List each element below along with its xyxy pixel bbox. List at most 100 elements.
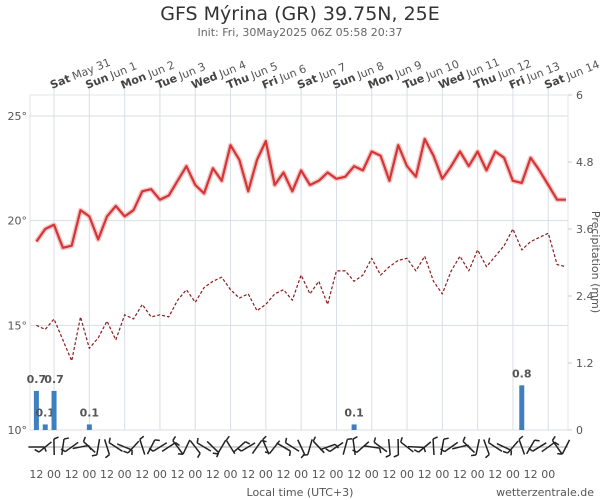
wind-barb-flag bbox=[551, 435, 556, 441]
x-tick-label: 12 bbox=[453, 468, 467, 481]
precip-label: 0.8 bbox=[512, 367, 532, 380]
x-tick-label: 00 bbox=[435, 468, 449, 481]
wind-barb bbox=[38, 441, 52, 453]
wind-barb bbox=[297, 439, 306, 455]
x-tick-label: 00 bbox=[188, 468, 202, 481]
wind-barb bbox=[189, 440, 201, 454]
wind-barb-flag bbox=[175, 441, 180, 447]
precip-label: 0.1 bbox=[35, 406, 55, 419]
wind-barb bbox=[139, 439, 146, 455]
x-tick-label: 12 bbox=[347, 468, 361, 481]
wind-barb-flag bbox=[440, 448, 446, 453]
wind-barb-flag bbox=[172, 435, 177, 441]
wind-barb-flag bbox=[245, 441, 251, 445]
wind-barb-flag bbox=[236, 447, 242, 452]
wind-barb-flag bbox=[385, 454, 391, 458]
x-tick-label: 00 bbox=[224, 468, 238, 481]
wind-barb bbox=[307, 439, 313, 455]
wind-barb bbox=[108, 441, 123, 453]
wind-barb bbox=[518, 439, 526, 455]
x-tick-label: 00 bbox=[506, 468, 520, 481]
wind-barb bbox=[251, 440, 263, 454]
wind-barb bbox=[261, 439, 270, 455]
wind-barb bbox=[285, 442, 300, 452]
wind-barb-flag bbox=[139, 435, 145, 440]
wind-barb-flag bbox=[432, 436, 438, 440]
credit: wetterzentrale.de bbox=[496, 486, 594, 499]
wind-barb-flag bbox=[352, 449, 358, 454]
wind-barb bbox=[329, 441, 344, 453]
precip-bar bbox=[351, 424, 357, 430]
wind-barb bbox=[232, 441, 246, 453]
wind-barb-flag bbox=[325, 447, 331, 453]
x-tick-label: 12 bbox=[100, 468, 114, 481]
wind-barb bbox=[418, 441, 432, 453]
x-tick-label: 12 bbox=[241, 468, 255, 481]
wind-barb bbox=[387, 438, 391, 456]
wind-barb bbox=[440, 438, 445, 456]
wind-barb bbox=[206, 440, 220, 454]
wind-barb bbox=[561, 439, 571, 455]
wind-barb-flag bbox=[518, 435, 524, 441]
wind-barb-flag bbox=[284, 437, 288, 443]
y-tick-label: 15° bbox=[8, 319, 28, 332]
wind-barb bbox=[116, 443, 133, 451]
wind-barb-flag bbox=[264, 451, 270, 455]
wind-barb-flag bbox=[393, 454, 399, 458]
temperature-line bbox=[35, 137, 566, 249]
y2-tick-label: 6 bbox=[576, 89, 583, 102]
precip-label: 0.1 bbox=[344, 406, 364, 419]
x-tick-label: 12 bbox=[524, 468, 538, 481]
wind-barb-flag bbox=[91, 454, 97, 457]
wind-barb-flag bbox=[34, 448, 40, 453]
wind-barb-flag bbox=[212, 452, 218, 455]
wind-barb-flag bbox=[53, 436, 59, 440]
day-weekday: Fri bbox=[260, 74, 280, 92]
wind-barb bbox=[161, 441, 176, 453]
plot-area bbox=[29, 94, 569, 431]
x-tick-label: 00 bbox=[47, 468, 61, 481]
wind-barb bbox=[103, 439, 111, 455]
wind-barb bbox=[496, 442, 512, 452]
wind-barb-flag bbox=[288, 450, 292, 457]
wind-barb-flag bbox=[82, 436, 87, 442]
dewpoint-line bbox=[36, 228, 567, 362]
wind-barb bbox=[96, 438, 101, 456]
wind-barb bbox=[240, 442, 256, 452]
wind-barb bbox=[452, 444, 468, 450]
wind-barb-flag bbox=[196, 437, 199, 443]
y2-tick-label: 2.4 bbox=[576, 290, 594, 303]
wind-barb bbox=[488, 442, 503, 452]
wind-barb bbox=[525, 439, 536, 455]
x-tick-label: 00 bbox=[118, 468, 132, 481]
precip-bar bbox=[86, 424, 92, 430]
wind-barb-flag bbox=[400, 437, 403, 443]
y2-axis-label: Precipitation (mm) bbox=[589, 211, 600, 313]
x-tick-label: 00 bbox=[329, 468, 343, 481]
wind-barb bbox=[182, 439, 191, 455]
wind-barb-flag bbox=[554, 441, 560, 446]
wind-barb-flag bbox=[196, 452, 201, 458]
x-tick-label: 12 bbox=[171, 468, 185, 481]
wind-barb-flag bbox=[60, 448, 66, 453]
wind-barb bbox=[356, 441, 370, 453]
wind-barb bbox=[532, 442, 547, 452]
wind-barb bbox=[407, 445, 424, 449]
wind-barb bbox=[400, 441, 414, 453]
wind-barb bbox=[475, 439, 481, 455]
x-tick-label: 12 bbox=[277, 468, 291, 481]
precip-label: 0.7 bbox=[44, 373, 64, 386]
day-date: Jun 14 bbox=[563, 58, 600, 83]
precip-bar bbox=[33, 390, 39, 430]
wind-barb-flag bbox=[352, 435, 358, 440]
precip-label: 0.1 bbox=[80, 406, 100, 419]
wind-barb bbox=[127, 440, 140, 454]
wind-barb bbox=[319, 443, 336, 451]
wind-barb bbox=[146, 439, 156, 455]
wind-barb bbox=[541, 441, 556, 453]
wind-barb-flag bbox=[378, 448, 382, 454]
chart-title: GFS Mýrina (GR) 39.75N, 25E bbox=[160, 3, 440, 25]
x-tick-label: 12 bbox=[206, 468, 220, 481]
wind-barb-flag bbox=[413, 449, 419, 453]
wind-barb-flag bbox=[443, 437, 449, 440]
